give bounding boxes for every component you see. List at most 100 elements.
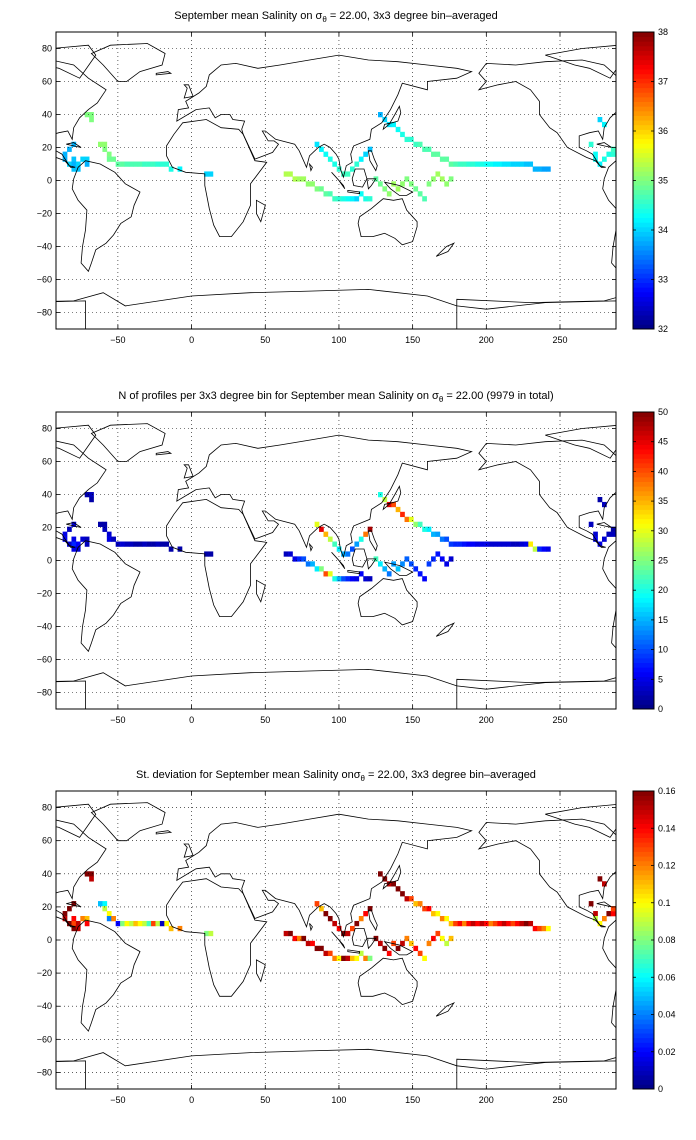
data-cell xyxy=(89,871,94,877)
data-cell xyxy=(426,906,432,912)
coastline-outline xyxy=(66,901,82,908)
data-cell xyxy=(431,531,436,537)
data-cell xyxy=(84,915,90,922)
colorbar-tick-label: 0.1 xyxy=(658,898,671,908)
data-cell xyxy=(444,940,450,947)
data-cell xyxy=(323,950,329,957)
coastline-outline xyxy=(367,530,378,552)
data-cell xyxy=(610,526,616,532)
data-cell xyxy=(106,531,112,537)
data-cell xyxy=(71,166,77,172)
colorbar-segment xyxy=(633,1075,654,1081)
colorbar-segment xyxy=(633,41,654,47)
colorbar-segment xyxy=(633,509,654,515)
data-cell xyxy=(492,920,498,927)
colorbar-segment xyxy=(633,106,654,112)
data-cell xyxy=(488,920,494,927)
data-cell xyxy=(288,171,293,177)
coastline-outline xyxy=(308,162,313,172)
data-cell xyxy=(515,920,520,927)
data-cell xyxy=(395,506,401,513)
x-tick-label: −50 xyxy=(110,1095,125,1105)
coastline-outline xyxy=(687,831,696,834)
data-cell xyxy=(367,196,373,202)
data-cell xyxy=(345,551,351,557)
colorbar-segment xyxy=(633,171,654,177)
data-cell xyxy=(404,136,410,143)
colorbar-segment xyxy=(633,32,654,38)
colorbar-tick-label: 35 xyxy=(658,496,668,506)
coastline-outline xyxy=(66,522,82,528)
colorbar-segment xyxy=(633,1061,654,1067)
data-cell xyxy=(537,925,542,932)
coastline-outline xyxy=(687,72,696,75)
data-cell xyxy=(391,881,396,887)
colorbar-segment xyxy=(633,695,654,701)
data-cell xyxy=(426,181,432,187)
coastline-outline xyxy=(602,540,616,649)
data-cell xyxy=(444,536,450,542)
colorbar-segment xyxy=(633,69,654,75)
data-cell xyxy=(400,181,405,187)
data-cell xyxy=(283,930,289,937)
data-cell xyxy=(537,546,542,552)
colorbar-segment xyxy=(633,1056,654,1062)
colorbar-segment xyxy=(633,1047,654,1053)
coastline-outline xyxy=(155,71,173,76)
colorbar-tick-label: 33 xyxy=(658,275,668,285)
coastline-outline xyxy=(383,941,414,956)
data-cells xyxy=(62,492,616,582)
data-cell xyxy=(408,136,414,143)
data-cell xyxy=(305,940,311,947)
coastline-outline xyxy=(176,54,473,179)
colorbar-segment xyxy=(633,874,654,880)
data-cell xyxy=(413,566,419,572)
coastline-outline xyxy=(347,949,360,954)
colorbar-segment xyxy=(633,310,654,316)
data-cell xyxy=(345,171,351,177)
data-cell xyxy=(84,492,90,498)
data-cell xyxy=(358,536,364,542)
data-cell xyxy=(510,920,516,927)
colorbar-segment xyxy=(633,78,654,84)
data-cell xyxy=(354,196,360,202)
colorbar-segment xyxy=(633,73,654,79)
data-cell xyxy=(523,920,529,927)
data-cell xyxy=(453,541,458,547)
colorbar-segment xyxy=(633,96,654,103)
x-tick-label: 250 xyxy=(552,335,567,345)
colorbar-segment xyxy=(633,551,654,557)
data-cell xyxy=(417,571,423,577)
coastlines xyxy=(56,423,616,709)
colorbar-segment xyxy=(633,597,654,603)
data-cell xyxy=(314,566,320,572)
data-cell xyxy=(84,112,90,118)
data-cell xyxy=(133,541,139,547)
data-cell xyxy=(382,496,388,503)
colorbar-segment xyxy=(633,791,654,797)
data-cell xyxy=(448,935,454,942)
data-cell xyxy=(67,906,72,912)
data-cell xyxy=(98,521,103,527)
coastline-outline xyxy=(56,60,107,168)
colorbar-segment xyxy=(633,930,654,936)
data-cell xyxy=(506,541,511,547)
data-cell xyxy=(466,541,472,547)
colorbar-segment xyxy=(633,277,654,283)
coastline-outline xyxy=(56,1048,616,1089)
coastline-outline xyxy=(382,864,402,890)
data-cell xyxy=(319,146,324,152)
colorbar-segment xyxy=(633,944,654,950)
data-cell xyxy=(358,950,364,957)
data-cell xyxy=(106,911,112,917)
data-cell xyxy=(444,915,450,922)
colorbar-tick-label: 10 xyxy=(658,645,668,655)
colorbar-segment xyxy=(633,458,654,464)
colorbar-segment xyxy=(633,1023,654,1029)
data-cell xyxy=(395,886,401,892)
coastline-outline xyxy=(347,189,360,195)
data-cell xyxy=(462,541,467,547)
colorbar-segment xyxy=(633,537,654,543)
data-cell xyxy=(363,531,368,537)
data-cell xyxy=(345,930,351,937)
